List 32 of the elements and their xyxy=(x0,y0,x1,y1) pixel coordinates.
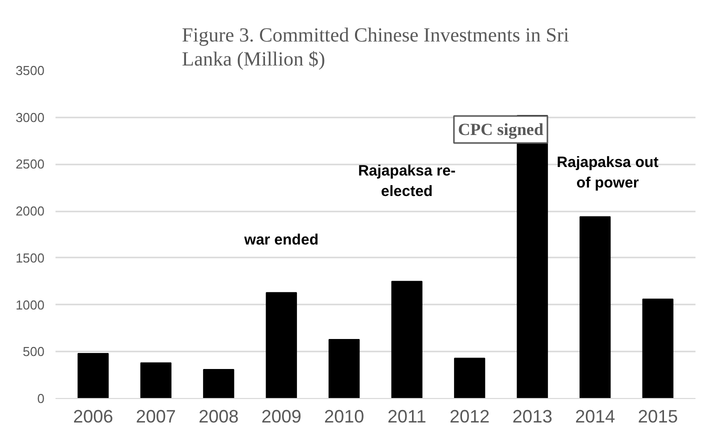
x-tick-label: 2011 xyxy=(388,406,426,426)
y-tick-label: 1500 xyxy=(16,250,44,266)
y-tick-label: 0 xyxy=(37,391,45,406)
annotation: Rajapaksa re-elected xyxy=(358,162,456,200)
y-tick-label: 3000 xyxy=(16,110,44,125)
x-tick-label: 2010 xyxy=(324,406,364,426)
chart-title: Figure 3. Committed Chinese Investments in Sri Lanka (Million $) xyxy=(182,24,570,70)
x-tick-label: 2015 xyxy=(638,406,678,426)
y-tick-label: 2500 xyxy=(16,156,44,172)
x-tick-label: 2009 xyxy=(261,406,302,426)
y-tick-label: 3500 xyxy=(16,63,44,78)
bar xyxy=(140,362,172,398)
annotation: Rajapaksa out of power xyxy=(556,154,659,192)
y-tick-label: 500 xyxy=(22,344,45,360)
bar xyxy=(203,368,234,398)
y-tick-label: 2000 xyxy=(16,204,44,219)
annotation: CPC signed xyxy=(458,120,544,140)
x-tick-label: 2008 xyxy=(198,406,239,426)
bar xyxy=(642,298,674,398)
x-tick-label: 2014 xyxy=(575,406,616,426)
x-tick-label: 2006 xyxy=(73,406,114,426)
x-tick-label: 2007 xyxy=(136,406,176,426)
bar xyxy=(328,338,360,398)
annotation: war ended xyxy=(243,232,318,249)
bar xyxy=(266,292,297,398)
x-tick-label: 2012 xyxy=(450,406,490,426)
bar xyxy=(391,280,422,398)
y-tick-label: 1000 xyxy=(16,297,44,312)
bar xyxy=(78,353,109,398)
x-tick-label: 2013 xyxy=(512,406,552,426)
bar xyxy=(454,358,486,398)
bar xyxy=(580,216,611,398)
